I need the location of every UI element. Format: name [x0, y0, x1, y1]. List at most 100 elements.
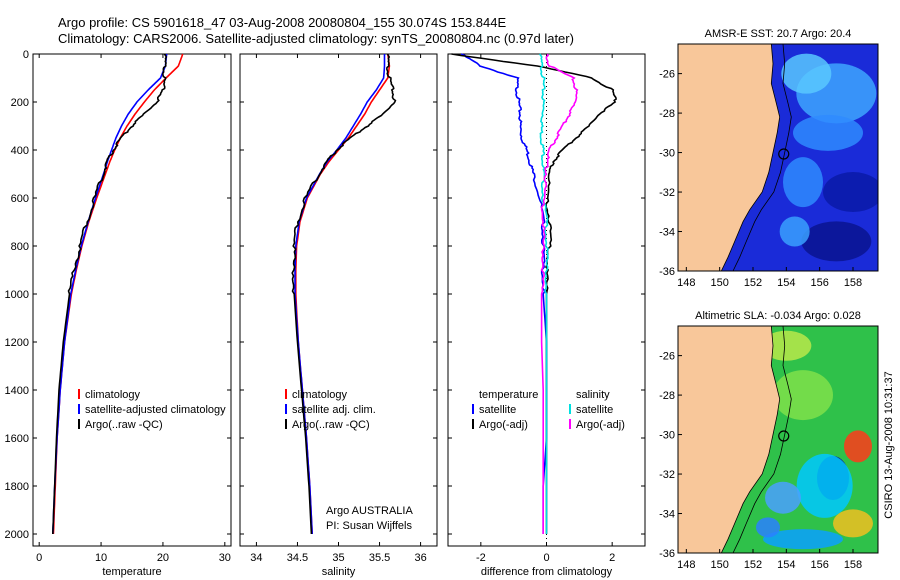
sst-map-xtick-label: 148	[677, 277, 695, 289]
sst-map-isobath	[732, 44, 792, 271]
sst-map-title: AMSR-E SST: 20.7 Argo: 20.4	[705, 28, 852, 40]
sst-map-ytick-label: -28	[659, 108, 675, 120]
sst-map-ytick-label: -34	[659, 227, 675, 239]
sla-map-panel: Altimetric SLA: -0.034 Argo: 0.028 -26 -28…	[659, 310, 879, 571]
sst-map-anomaly	[801, 221, 872, 262]
sst-map-anomaly	[793, 114, 863, 151]
difference-legend-entry: Argo(-adj)	[479, 419, 528, 431]
sst-map-xtick-label: 152	[744, 277, 762, 289]
sst-map-anomaly	[781, 53, 832, 94]
sst-map-xtick-label: 156	[810, 277, 828, 289]
sst-map-xtick-label: 158	[844, 277, 862, 289]
sla-map-ytick-label: -26	[659, 351, 675, 363]
sst-map-xtick-label: 150	[710, 277, 728, 289]
sla-map-frame	[677, 325, 879, 554]
salinity-xtick-label: 36	[414, 552, 426, 564]
difference-xtick-label: 2	[609, 552, 615, 564]
sla-map-float-marker	[778, 430, 790, 442]
salinity-panel: 34 34.5 35 35.5 36 salinity climatology satelli…	[239, 53, 438, 578]
credit-line-2: PI: Susan Wijffels	[326, 520, 412, 532]
ytick-label: 200	[11, 97, 29, 109]
difference-series-salinity-satellite	[538, 53, 550, 534]
difference-panel: -2 0 2 difference from climatology temperatu…	[447, 53, 646, 578]
sla-map-anomaly	[756, 517, 780, 538]
sst-map-float-marker	[778, 148, 790, 160]
sla-map-anomaly	[773, 370, 833, 421]
sst-map-xtick-label: 154	[777, 277, 795, 289]
temperature-series-argo-raw-qc-	[52, 53, 168, 535]
sla-map-field	[678, 326, 878, 553]
sst-map-ytick-label: -30	[659, 148, 675, 160]
difference-xtick-label: -2	[476, 552, 486, 564]
temperature-legend-entry: Argo(..raw -QC)	[85, 419, 163, 431]
sla-map-xtick-label: 154	[777, 559, 795, 571]
sla-map-anomaly	[763, 529, 843, 550]
salinity-xlabel: salinity	[322, 566, 356, 578]
figure-title-line-1: Argo profile: CS 5901618_47 03-Aug-2008 …	[58, 15, 507, 30]
sst-map-ytick-label: -26	[659, 69, 675, 81]
salinity-xtick-label: 35.5	[369, 552, 390, 564]
sla-map-xtick-label: 156	[810, 559, 828, 571]
sla-map-isobath	[732, 326, 792, 553]
salinity-xtick-label: 34.5	[287, 552, 308, 564]
sst-map-ytick-label: -36	[659, 266, 675, 278]
difference-legend-entry: satellite	[576, 404, 613, 416]
sla-map-xtick-label: 158	[844, 559, 862, 571]
ytick-label: 800	[11, 241, 29, 253]
ytick-label: 1800	[5, 481, 29, 493]
ytick-label: 1600	[5, 433, 29, 445]
salinity-legend-entry: satellite adj. clim.	[292, 404, 376, 416]
ytick-label: 2000	[5, 529, 29, 541]
timestamp-label: CSIRO 13-Aug-2008 10:31:37	[883, 371, 895, 519]
temperature-xtick-label: 20	[157, 552, 169, 564]
sla-map-coastline	[720, 326, 781, 553]
temperature-axes-box	[32, 53, 232, 547]
salinity-legend-entry: Argo(..raw -QC)	[292, 419, 370, 431]
temperature-xtick-label: 10	[95, 552, 107, 564]
sst-map-ytick-label: -32	[659, 187, 675, 199]
sla-map-ytick-label: -34	[659, 509, 675, 521]
sst-map-anomaly	[783, 157, 823, 208]
sla-map-xtick-label: 152	[744, 559, 762, 571]
temperature-xtick-label: 30	[219, 552, 231, 564]
ytick-label: 600	[11, 193, 29, 205]
sla-map-xtick-label: 150	[710, 559, 728, 571]
difference-xlabel: difference from climatology	[481, 566, 613, 578]
temperature-panel: 0 200 400 600 800 1000 1200 1400 1600 1800 2000 0 10…	[5, 49, 232, 578]
sst-map-panel: AMSR-E SST: 20.7 Argo: 20.4 -26 -28 -30 -32 -…	[659, 28, 879, 289]
sla-map-xtick-label: 148	[677, 559, 695, 571]
sst-map-anomaly	[779, 216, 810, 247]
sst-map-frame	[677, 43, 879, 272]
salinity-legend-entry: climatology	[292, 389, 348, 401]
sla-map-ytick-label: -28	[659, 390, 675, 402]
sla-map-anomaly	[833, 509, 873, 538]
difference-legend-group-title: salinity	[576, 389, 610, 401]
sst-map-coastline	[720, 44, 781, 271]
salinity-axes-box	[239, 53, 438, 547]
sst-map-field	[678, 44, 878, 271]
sla-map-anomaly	[765, 481, 801, 514]
difference-series-salinity-argo-adj-	[540, 53, 579, 534]
sla-map-anomaly	[796, 453, 853, 518]
sla-map-ytick-label: -36	[659, 548, 675, 560]
sla-map-anomaly	[761, 330, 812, 361]
salinity-series-argo-raw-qc-	[291, 53, 397, 535]
sla-map-land	[678, 326, 780, 553]
salinity-xtick-label: 34	[250, 552, 262, 564]
sla-map-anomaly	[844, 430, 872, 463]
difference-legend-group-title: temperature	[479, 389, 538, 401]
temperature-xtick-label: 0	[36, 552, 42, 564]
difference-xtick-label: 0	[543, 552, 549, 564]
temperature-legend-entry: satellite-adjusted climatology	[85, 404, 226, 416]
ytick-label: 0	[23, 49, 29, 61]
sla-map-ytick-label: -30	[659, 430, 675, 442]
ytick-label: 400	[11, 145, 29, 157]
credit-line-1: Argo AUSTRALIA	[326, 505, 413, 517]
ytick-label: 1400	[5, 385, 29, 397]
difference-legend-entry: Argo(-adj)	[576, 419, 625, 431]
figure-title-line-2: Climatology: CARS2006. Satellite-adjuste…	[58, 31, 574, 46]
temperature-legend-entry: climatology	[85, 389, 141, 401]
sla-map-ytick-label: -32	[659, 469, 675, 481]
sla-map-title: Altimetric SLA: -0.034 Argo: 0.028	[695, 310, 861, 322]
